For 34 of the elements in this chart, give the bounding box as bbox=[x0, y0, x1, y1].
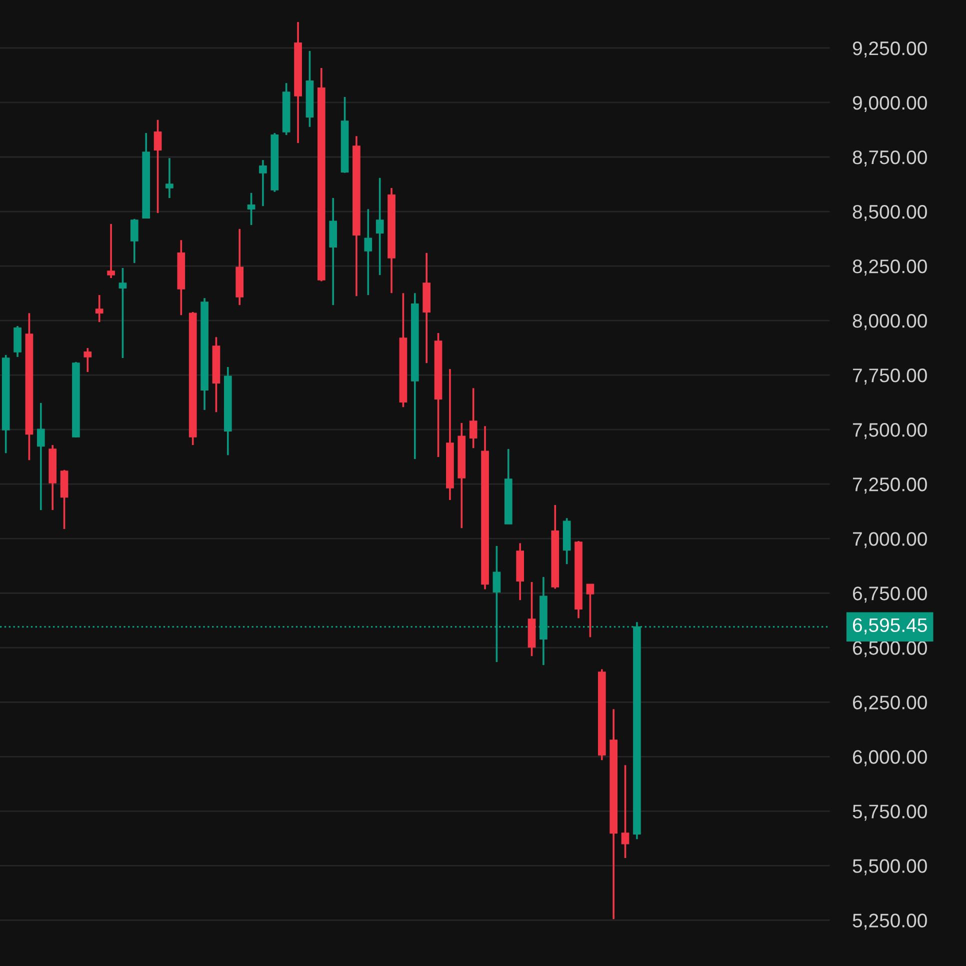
y-tick-label: 6,500.00 bbox=[853, 641, 927, 658]
candlestick bbox=[154, 119, 162, 214]
candlestick bbox=[586, 583, 594, 638]
y-tick-label: 6,750.00 bbox=[853, 586, 927, 603]
candlestick bbox=[259, 159, 267, 207]
y-tick-label: 6,000.00 bbox=[853, 750, 927, 766]
candlestick bbox=[14, 325, 22, 358]
candlestick bbox=[469, 387, 478, 450]
y-tick-label: 9,250.00 bbox=[852, 41, 927, 58]
candlestick bbox=[107, 223, 115, 279]
candlestick bbox=[364, 208, 372, 296]
ref-line-label: 6,595.45 bbox=[853, 618, 927, 634]
y-tick-label: 6,250.00 bbox=[853, 696, 927, 712]
candlestick bbox=[36, 402, 45, 511]
candlestick bbox=[247, 192, 256, 226]
y-tick-label: 7,750.00 bbox=[853, 368, 927, 385]
y-tick-label: 5,250.00 bbox=[852, 914, 927, 930]
candlestick bbox=[621, 764, 630, 859]
y-tick-label: 8,500.00 bbox=[852, 204, 927, 222]
y-tick-label: 7,250.00 bbox=[853, 478, 927, 494]
y-tick-label: 8,000.00 bbox=[852, 314, 927, 330]
candlestick bbox=[376, 177, 384, 276]
y-tick-label: 9,000.00 bbox=[852, 96, 927, 112]
y-tick-label: 8,250.00 bbox=[852, 260, 927, 276]
y-tick-label: 8,750.00 bbox=[852, 150, 927, 167]
candlestick bbox=[118, 267, 127, 359]
candlestick bbox=[166, 157, 174, 199]
candlestick bbox=[95, 294, 104, 323]
y-tick-label: 5,750.00 bbox=[852, 804, 927, 821]
y-tick-label: 5,500.00 bbox=[852, 859, 927, 876]
y-tick-label: 7,000.00 bbox=[853, 532, 927, 548]
candlestick bbox=[130, 218, 138, 264]
y-tick-label: 7,500.00 bbox=[853, 423, 927, 440]
candlestick bbox=[84, 347, 92, 373]
